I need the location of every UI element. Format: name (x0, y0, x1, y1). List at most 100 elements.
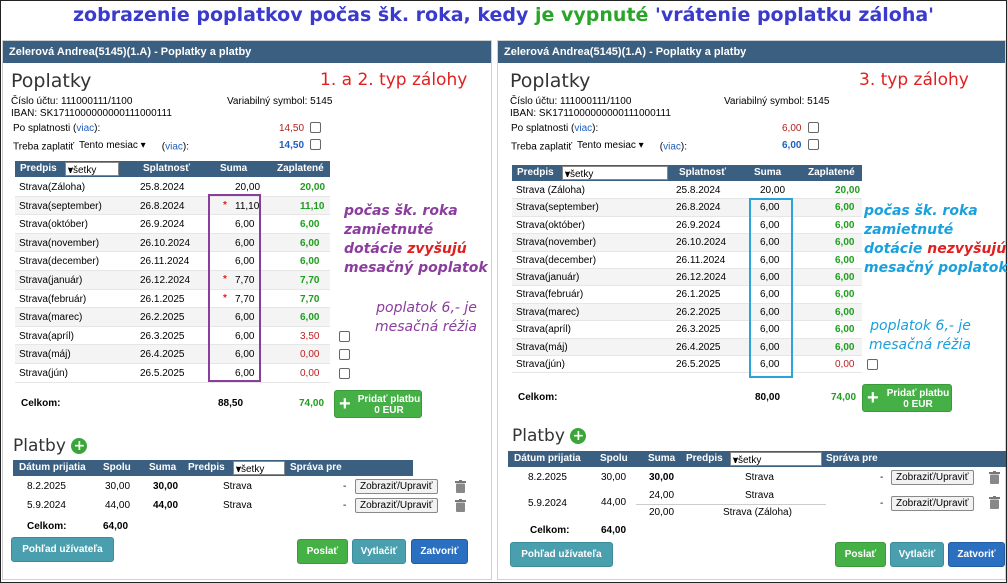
vytlacit-button[interactable]: Vytlačiť (352, 539, 406, 564)
fee-date: 26.9.2024 (676, 219, 721, 231)
fee-date: 26.2.2025 (676, 306, 721, 318)
zobrazit-upravit-button[interactable]: Zobraziť/Upraviť (355, 498, 438, 513)
left-treba-checkbox[interactable] (310, 139, 321, 150)
left-predpis-filter-value: všetky (68, 165, 97, 176)
table-row: Strava(september) 26.8.2024 * 11,10 11,10 (15, 196, 330, 216)
fee-checkbox[interactable] (867, 359, 878, 370)
trash-icon[interactable] (455, 480, 466, 493)
right-platby-filter[interactable]: všetky ▾ (730, 452, 822, 466)
right-note-rezia-line1: poplatok 6,- je (870, 318, 971, 334)
trash-icon[interactable] (455, 499, 466, 512)
zobrazit-upravit-button[interactable]: Zobraziť/Upraviť (891, 496, 974, 511)
left-platby-title: Platby (13, 436, 66, 456)
right-po-splatnosti: Po splatnosti (viac): (511, 123, 598, 134)
left-treba-select[interactable]: Tento mesiac ▾ (76, 140, 159, 154)
fee-suma: 6,00 (760, 306, 780, 318)
platba-datum: 8.2.2025 (27, 481, 66, 492)
fee-suma: 6,00 (760, 324, 780, 336)
left-po-splatnosti-end: ): (94, 123, 101, 134)
trash-icon[interactable] (989, 471, 1000, 484)
pohlad-uzivatela-button[interactable]: Pohľad užívateľa (510, 542, 613, 567)
vytlacit-button[interactable]: Vytlačiť (890, 542, 944, 567)
fee-name: Strava(máj) (516, 341, 568, 353)
fee-name: Strava(október) (19, 219, 88, 231)
fee-zaplatene: 6,00 (835, 289, 855, 301)
platba-suma: 30,00 (153, 481, 179, 492)
right-platby-header: Dátum prijatia Spolu Suma Predpis všetky… (508, 451, 1006, 467)
fee-name: Strava(december) (19, 256, 100, 268)
platba-suma: 30,00 (649, 472, 675, 483)
add-platba-icon[interactable]: + (71, 438, 88, 454)
poslat-button[interactable]: Poslať (297, 539, 348, 564)
zatvorit-button[interactable]: Zatvoriť (411, 539, 468, 564)
platba-spolu: 44,00 (601, 497, 627, 508)
left-platby-col-spolu: Spolu (103, 462, 131, 473)
zobrazit-upravit-button[interactable]: Zobraziť/Upraviť (891, 470, 974, 485)
fee-date: 26.8.2024 (676, 202, 721, 214)
right-predpis-filter[interactable]: všetky ▾ (562, 166, 668, 180)
left-viac-link[interactable]: viac (76, 123, 95, 134)
left-platby-filter[interactable]: všetky ▾ (233, 461, 285, 475)
add-platba-icon[interactable]: + (570, 428, 587, 444)
right-add-payment-label2: 0 EUR (903, 399, 933, 410)
poslat-button[interactable]: Poslať (835, 542, 886, 567)
left-platby-col-sprava: Správa pre (290, 462, 342, 473)
fee-suma: 6,00 (760, 202, 780, 214)
left-col-splatnost: Splatnosť (143, 163, 191, 174)
right-treba-select[interactable]: Tento mesiac ▾ (574, 140, 657, 154)
plus-icon: + (339, 393, 351, 415)
fee-date: 25.8.2024 (140, 182, 185, 193)
right-po-splatnosti-label: Po splatnosti ( (511, 123, 575, 134)
right-add-payment-button[interactable]: + Pridať platbu 0 EUR (862, 384, 952, 412)
zobrazit-upravit-button[interactable]: Zobraziť/Upraviť (355, 479, 438, 494)
fee-date: 26.10.2024 (676, 237, 727, 249)
fee-checkbox[interactable] (339, 349, 350, 361)
right-platby-col-suma: Suma (648, 453, 676, 464)
left-treba-viac-link[interactable]: viac (165, 141, 183, 153)
pohlad-uzivatela-button[interactable]: Pohľad užívateľa (11, 537, 114, 562)
right-note-zamietnute: počas šk. roka zamietnuté dotácie nezvyš… (864, 202, 1007, 278)
right-treba-value: 6,00 (782, 140, 802, 151)
left-account-label: Číslo účtu: 111000111/1100 (11, 96, 133, 107)
fee-zaplatene: 6,00 (835, 219, 855, 231)
platba-row: 8.2.2025 30,00 30,00 Strava - Zobraziť/Upravi… (508, 469, 1006, 488)
left-add-payment-button[interactable]: + Pridať platbu 0 EUR (334, 390, 422, 418)
left-type-label: 1. a 2. typ zálohy (320, 70, 468, 90)
fee-name: Strava(január) (516, 272, 580, 283)
table-row: Strava(marec) 26.2.2025 6,00 6,00 (512, 303, 862, 322)
fee-date: 26.2.2025 (140, 312, 185, 324)
fee-suma: 6,00 (760, 272, 780, 283)
fee-date: 26.3.2025 (676, 324, 721, 336)
right-treba-viac-link[interactable]: viac (663, 141, 681, 153)
trash-icon[interactable] (989, 496, 1000, 509)
zatvorit-button[interactable]: Zatvoriť (948, 542, 1005, 567)
right-treba-checkbox[interactable] (808, 139, 819, 150)
change-star: * (223, 274, 227, 285)
fee-checkbox[interactable] (339, 368, 350, 379)
right-celkom-zaplatene: 74,00 (831, 392, 857, 403)
left-platby-heading: Platby + (13, 436, 88, 456)
fee-date: 26.5.2025 (676, 359, 721, 370)
fee-suma: 6,00 (235, 312, 255, 324)
right-panel: Zelerová Andrea(5145)(1.A) - Poplatky a … (497, 40, 1007, 580)
fee-date: 26.3.2025 (140, 330, 185, 342)
right-add-payment-label1: Pridať platbu (886, 388, 950, 399)
fee-date: 25.8.2024 (676, 185, 721, 196)
fee-name: Strava (Záloha) (516, 185, 585, 196)
change-star: * (223, 199, 227, 211)
right-po-splatnosti-checkbox[interactable] (808, 122, 819, 133)
fee-zaplatene: 6,00 (835, 306, 855, 318)
chevron-down-icon: ▾ (236, 464, 242, 475)
right-viac-link[interactable]: viac (574, 123, 593, 134)
left-po-splatnosti-checkbox[interactable] (310, 122, 321, 133)
right-platby-filter-value: všetky (733, 455, 762, 466)
left-poplatky-heading: Poplatky (11, 70, 92, 92)
left-predpis-filter[interactable]: všetky ▾ (65, 162, 119, 176)
chevron-down-icon: ▾ (68, 165, 74, 176)
fee-name: Strava(máj) (19, 349, 71, 361)
page-title: zobrazenie poplatkov počas šk. roka, ked… (0, 4, 1007, 26)
platba-suma: 44,00 (153, 500, 179, 511)
fee-zaplatene: 6,00 (835, 341, 855, 353)
fee-checkbox[interactable] (339, 330, 350, 342)
right-note-line3a: dotácie (864, 241, 928, 257)
